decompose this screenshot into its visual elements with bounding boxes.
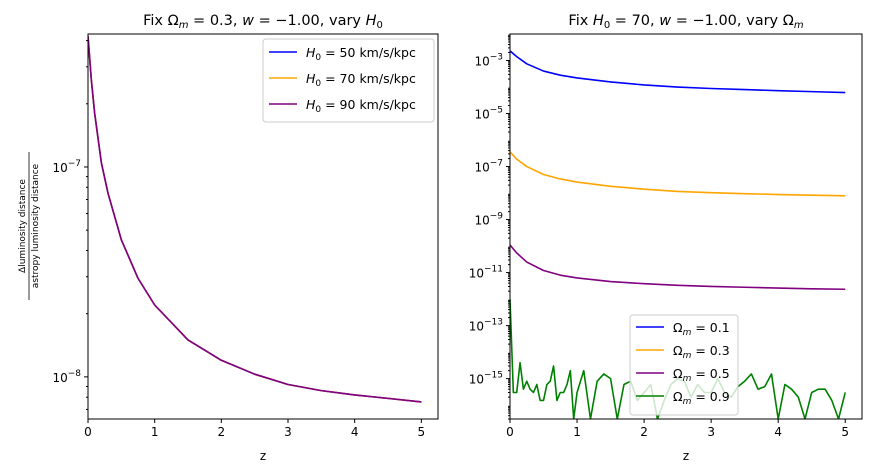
y-tick-label: 10−9	[474, 212, 503, 228]
right-legend-label-om03: Ωm = 0.3	[673, 343, 730, 361]
x-tick-label: 0	[506, 425, 514, 439]
y-tick-label: 10−5	[474, 106, 503, 122]
left-y-axis-label-numerator: Δluminosity distance	[18, 179, 28, 273]
left-axes-frame	[87, 33, 439, 420]
right-legend: Ωm = 0.1 Ωm = 0.3 Ωm = 0.5 Ωm = 0.9	[629, 314, 739, 416]
left-plot-area	[88, 36, 422, 403]
left-legend-label-h50: H0 = 50 km/s/kpc	[306, 45, 416, 63]
x-tick-label: 2	[640, 425, 648, 439]
left-legend: H0 = 50 km/s/kpc H0 = 70 km/s/kpc H0 = 9…	[262, 38, 435, 123]
y-tick-label: 10−7	[52, 159, 81, 175]
series-line-2	[510, 151, 846, 197]
left-x-axis-label: z	[260, 449, 266, 463]
left-legend-item: H0 = 70 km/s/kpc	[269, 71, 416, 89]
right-legend-label-om01: Ωm = 0.1	[673, 320, 730, 338]
x-tick-label: 3	[284, 425, 292, 439]
right-legend-item: Ωm = 0.1	[636, 320, 730, 338]
x-tick-label: 5	[418, 425, 426, 439]
x-tick-label: 2	[218, 425, 226, 439]
left-legend-item: H0 = 50 km/s/kpc	[269, 45, 416, 63]
left-x-axis-ticks: 0 1 2 3 4 5	[84, 419, 425, 439]
left-legend-item: H0 = 90 km/s/kpc	[269, 97, 416, 115]
right-legend-box	[629, 314, 739, 416]
right-y-axis-ticks: 10−15 10−13 10−11 10−9 10−7 10−5 10−3	[469, 34, 510, 420]
left-legend-label-h90: H0 = 90 km/s/kpc	[306, 97, 416, 115]
left-y-axis-ticks: 10−8 10−7	[52, 40, 88, 410]
right-chart-title: Fix H0 = 70, w = −1.00, vary Ωm	[568, 13, 803, 31]
series-line-3	[510, 244, 846, 291]
right-axes-frame	[509, 33, 863, 420]
left-y-axis-label-denominator: astropy luminosity distance	[31, 163, 41, 288]
series-line-3	[88, 36, 422, 403]
x-tick-label: 4	[774, 425, 782, 439]
right-legend-item: Ωm = 0.3	[636, 343, 730, 361]
left-chart-title: Fix Ωm = 0.3, w = −1.00, vary H0	[143, 13, 383, 31]
right-x-axis-ticks: 0 1 2 3 4 5	[506, 419, 849, 439]
x-tick-label: 0	[84, 425, 92, 439]
x-tick-label: 4	[351, 425, 359, 439]
right-legend-label-om09: Ωm = 0.9	[673, 389, 730, 407]
right-legend-item: Ωm = 0.9	[636, 389, 730, 407]
y-tick-label: 10−11	[469, 265, 503, 281]
right-legend-item: Ωm = 0.5	[636, 366, 730, 384]
left-legend-box	[262, 38, 435, 123]
y-tick-label: 10−7	[474, 159, 503, 175]
x-tick-label: 1	[573, 425, 581, 439]
left-legend-label-h70: H0 = 70 km/s/kpc	[306, 71, 416, 89]
y-tick-label: 10−15	[469, 371, 503, 387]
right-panel: Fix H0 = 70, w = −1.00, vary Ωm 0 1 2 3 4 5 1…	[469, 13, 863, 463]
x-tick-label: 3	[707, 425, 715, 439]
series-line-1	[510, 50, 846, 94]
right-legend-label-om05: Ωm = 0.5	[673, 366, 730, 384]
x-tick-label: 1	[151, 425, 159, 439]
x-tick-label: 5	[841, 425, 849, 439]
left-y-axis-label: Δluminosity distance astropy luminosity …	[18, 152, 41, 300]
y-tick-label: 10−3	[474, 53, 503, 69]
y-tick-label: 10−8	[52, 369, 81, 385]
right-x-axis-label: z	[683, 449, 689, 463]
y-tick-label: 10−13	[469, 318, 503, 334]
